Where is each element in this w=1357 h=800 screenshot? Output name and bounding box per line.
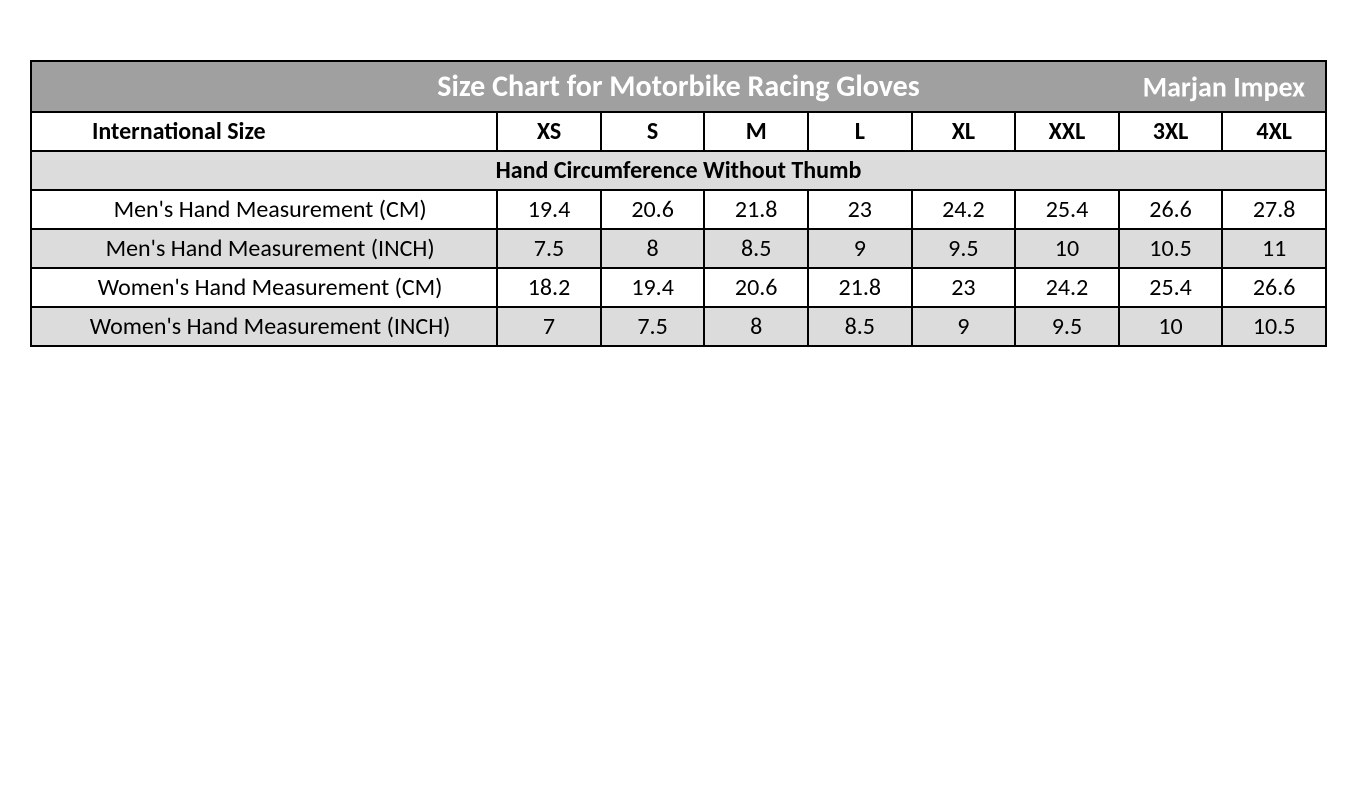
data-cell: 7 [497,307,601,346]
data-cell: 10.5 [1119,229,1223,268]
row-label: Men's Hand Measurement (CM) [31,190,497,229]
data-cell: 8 [704,307,808,346]
data-cell: 9.5 [912,229,1016,268]
data-cell: 21.8 [808,268,912,307]
size-header: 3XL [1119,112,1223,151]
subheader: Hand Circumference Without Thumb [31,151,1326,190]
row-label: Men's Hand Measurement (INCH) [31,229,497,268]
data-cell: 25.4 [1015,190,1119,229]
data-cell: 10 [1119,307,1223,346]
size-header: M [704,112,808,151]
size-header: 4XL [1222,112,1326,151]
data-cell: 18.2 [497,268,601,307]
table-row: Men's Hand Measurement (INCH) 7.5 8 8.5 … [31,229,1326,268]
table-title-cell: Size Chart for Motorbike Racing Gloves M… [31,61,1326,112]
data-cell: 27.8 [1222,190,1326,229]
header-label: International Size [31,112,497,151]
data-cell: 10.5 [1222,307,1326,346]
row-label: Women's Hand Measurement (INCH) [31,307,497,346]
data-cell: 23 [912,268,1016,307]
subheader-row: Hand Circumference Without Thumb [31,151,1326,190]
size-header: XL [912,112,1016,151]
table-title: Size Chart for Motorbike Racing Gloves [437,68,919,105]
size-header: XS [497,112,601,151]
data-cell: 8 [601,229,705,268]
data-cell: 7.5 [601,307,705,346]
data-cell: 20.6 [601,190,705,229]
row-label: Women's Hand Measurement (CM) [31,268,497,307]
data-cell: 8.5 [704,229,808,268]
table-row: Women's Hand Measurement (CM) 18.2 19.4 … [31,268,1326,307]
data-cell: 19.4 [497,190,601,229]
data-cell: 20.6 [704,268,808,307]
table-body: Men's Hand Measurement (CM) 19.4 20.6 21… [31,190,1326,346]
data-cell: 24.2 [912,190,1016,229]
data-cell: 19.4 [601,268,705,307]
data-cell: 11 [1222,229,1326,268]
table-row: Women's Hand Measurement (INCH) 7 7.5 8 … [31,307,1326,346]
data-cell: 24.2 [1015,268,1119,307]
data-cell: 25.4 [1119,268,1223,307]
data-cell: 10 [1015,229,1119,268]
data-cell: 9 [808,229,912,268]
data-cell: 9.5 [1015,307,1119,346]
size-chart-table: Size Chart for Motorbike Racing Gloves M… [30,60,1327,347]
data-cell: 26.6 [1119,190,1223,229]
data-cell: 9 [912,307,1016,346]
size-header: XXL [1015,112,1119,151]
data-cell: 23 [808,190,912,229]
size-header: S [601,112,705,151]
size-header: L [808,112,912,151]
data-cell: 21.8 [704,190,808,229]
table-brand: Marjan Impex [1143,69,1305,104]
data-cell: 7.5 [497,229,601,268]
data-cell: 26.6 [1222,268,1326,307]
header-row: International Size XS S M L XL XXL 3XL 4… [31,112,1326,151]
title-row: Size Chart for Motorbike Racing Gloves M… [31,61,1326,112]
table-row: Men's Hand Measurement (CM) 19.4 20.6 21… [31,190,1326,229]
data-cell: 8.5 [808,307,912,346]
